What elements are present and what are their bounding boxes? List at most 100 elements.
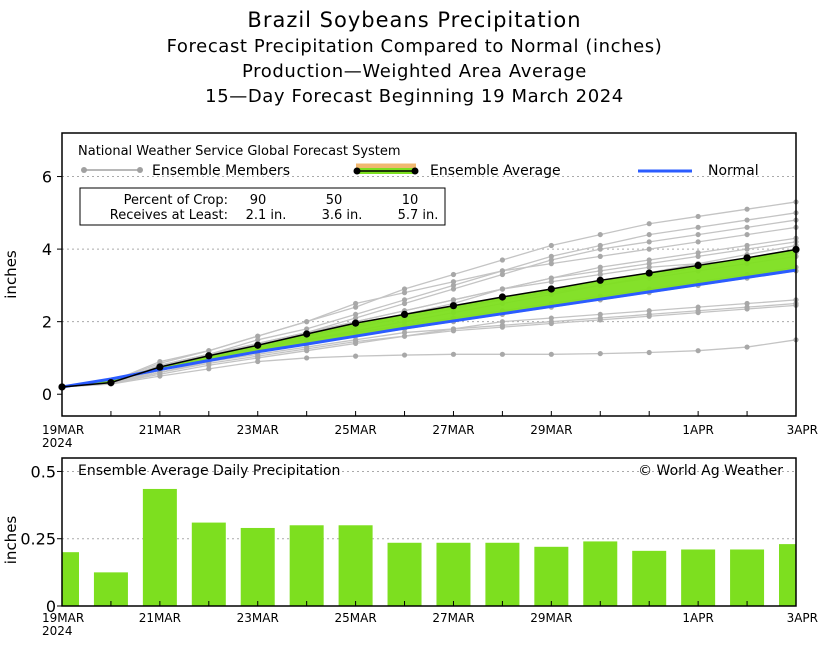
chart-subtitle-2: Production—Weighted Area Average xyxy=(242,61,587,82)
y-tick-label: 2 xyxy=(42,313,52,332)
ensemble-member-point xyxy=(646,221,652,227)
ensemble-member-point xyxy=(206,348,212,354)
ensemble-average-point xyxy=(254,341,262,349)
ensemble-member-point xyxy=(548,320,554,327)
ensemble-member-point xyxy=(548,261,554,267)
ensemble-member-point xyxy=(597,231,603,238)
x-tick-label: 23MAR xyxy=(237,611,279,625)
ensemble-average-line xyxy=(61,248,797,388)
legend-members-marker xyxy=(137,167,143,173)
daily-precip-bar xyxy=(779,544,796,606)
ensemble-member-point xyxy=(450,297,457,303)
ensemble-average-point xyxy=(352,319,360,327)
normal-line xyxy=(61,268,797,389)
ensemble-member-point xyxy=(499,271,505,278)
x-tick-label: 21MAR xyxy=(139,611,181,625)
x-tick-label: 29MAR xyxy=(530,611,572,625)
ensemble-member-point xyxy=(255,358,261,365)
legend-members-label: Ensemble Members xyxy=(152,163,290,179)
top-panel-frame xyxy=(61,132,797,417)
ensemble-member-point xyxy=(695,309,701,316)
y-tick-label: 0.5 xyxy=(31,462,56,481)
ensemble-member-point xyxy=(304,346,310,352)
ensemble-member-point xyxy=(548,275,554,281)
ensemble-member-point xyxy=(499,286,505,292)
x-tick-sublabel: 2024 xyxy=(42,624,73,638)
ensemble-average-point xyxy=(107,379,115,387)
x-tick-label: 1APR xyxy=(682,611,713,625)
ensemble-member-point xyxy=(548,315,554,321)
ensemble-member-point xyxy=(695,213,701,220)
ensemble-member-point xyxy=(695,239,701,245)
ensemble-member-point xyxy=(499,257,505,263)
bar-panel-title: Ensemble Average Daily Precipitation xyxy=(78,463,340,479)
daily-precip-bar xyxy=(240,527,275,606)
ensemble-member-point xyxy=(744,246,750,252)
ensemble-member-point xyxy=(548,253,554,259)
x-tick-sublabel: 2024 xyxy=(42,436,73,450)
ensemble-member-line xyxy=(61,302,797,388)
ensemble-member-point xyxy=(450,286,457,292)
legend-normal-label: Normal xyxy=(708,163,759,179)
ensemble-member-line xyxy=(61,201,797,388)
ensemble-member-point xyxy=(646,264,652,270)
x-tick-label: 19MAR xyxy=(42,611,84,625)
ensemble-member-point xyxy=(744,306,750,312)
ensemble-member-point xyxy=(499,351,505,357)
ensemble-member-point xyxy=(401,290,408,296)
ensemble-average-point xyxy=(596,276,604,284)
percent-row2-value: 3.6 in. xyxy=(322,208,363,223)
ensemble-member-point xyxy=(646,231,652,238)
chart-title: Brazil Soybeans Precipitation xyxy=(247,8,582,32)
y-tick-label: 0 xyxy=(42,385,52,404)
ensemble-average-point xyxy=(205,352,213,360)
ensemble-member-point xyxy=(353,304,359,310)
ensemble-member-point xyxy=(548,242,554,249)
x-tick-label: 3APR xyxy=(787,611,818,625)
ensemble-member-point xyxy=(744,224,750,230)
chart-subtitle-3: 15—Day Forecast Beginning 19 March 2024 xyxy=(205,86,624,107)
legend-average-marker xyxy=(411,167,419,175)
ensemble-member-point xyxy=(450,271,457,278)
ensemble-average-point xyxy=(449,302,458,310)
y-tick-label: 4 xyxy=(42,240,52,259)
ensemble-member-point xyxy=(597,350,603,357)
x-tick-label: 19MAR xyxy=(42,423,84,437)
bar-panel-labels: Ensemble Average Daily Precipitation © W… xyxy=(78,463,783,479)
ensemble-member-point xyxy=(744,300,750,307)
ensemble-member-point xyxy=(744,206,750,212)
y-tick-label: 0 xyxy=(46,597,56,616)
legend-average-marker xyxy=(353,167,361,175)
ensemble-member-point xyxy=(597,253,603,259)
ensemble-member-point xyxy=(646,308,652,314)
daily-precip-bar xyxy=(534,546,569,606)
ensemble-member-point xyxy=(401,297,408,303)
legend-average-label: Ensemble Average xyxy=(430,163,561,179)
ensemble-member-point xyxy=(499,268,505,274)
daily-precip-bar xyxy=(142,488,177,606)
ensemble-member-point xyxy=(744,217,750,223)
ensemble-member-point xyxy=(450,279,457,285)
legend-header: National Weather Service Global Forecast… xyxy=(78,144,401,159)
ensemble-member-point xyxy=(695,250,701,256)
ensemble-member-point xyxy=(450,328,457,334)
daily-precip-bar xyxy=(583,541,618,606)
ensemble-member-point xyxy=(353,300,359,307)
bottom-panel-frame xyxy=(61,457,797,607)
ensemble-member-point xyxy=(597,317,603,323)
ensemble-member-line xyxy=(61,299,797,388)
y-tick-label: 6 xyxy=(42,168,52,187)
daily-precip-bar xyxy=(338,525,373,606)
ensemble-member-point xyxy=(695,231,701,238)
x-tick-label: 27MAR xyxy=(432,611,474,625)
daily-precip-bar xyxy=(681,549,716,606)
percent-row2-value: 2.1 in. xyxy=(246,208,287,223)
percent-row1-value: 10 xyxy=(402,193,419,208)
ensemble-member-point xyxy=(695,253,701,259)
chart-subtitle-1: Forecast Precipitation Compared to Norma… xyxy=(166,36,663,57)
ensemble-member-point xyxy=(597,242,603,249)
ensemble-member-point xyxy=(304,326,310,332)
